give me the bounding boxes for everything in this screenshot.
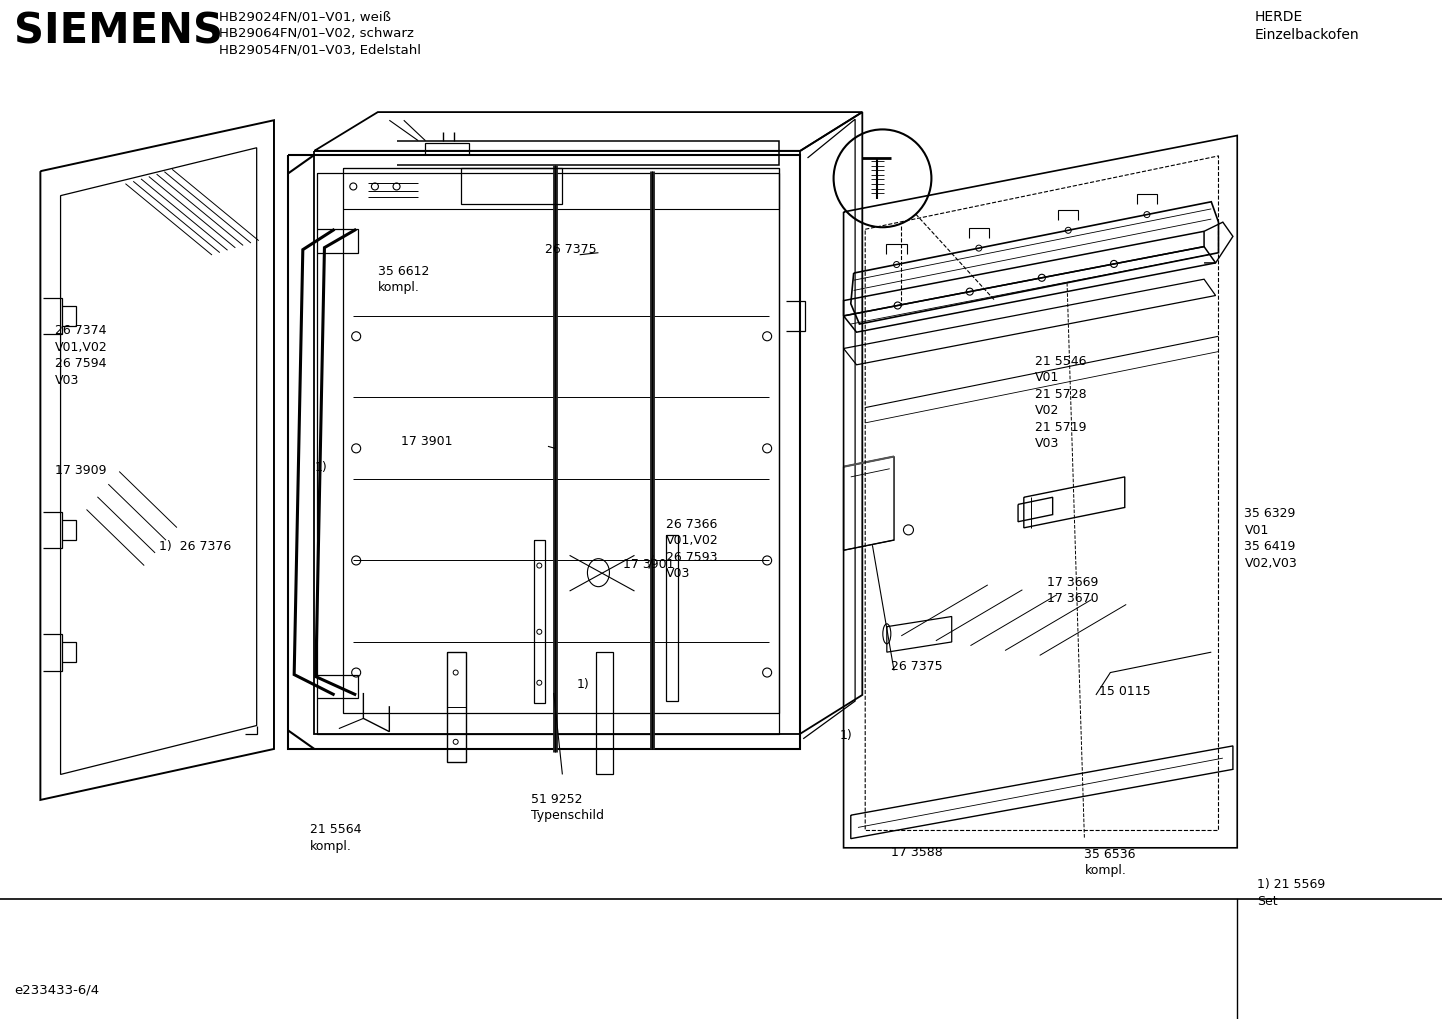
Text: HERDE
Einzelbackofen: HERDE Einzelbackofen — [1255, 10, 1360, 42]
Text: 1)  26 7376: 1) 26 7376 — [159, 540, 231, 553]
Text: 1) 21 5569
Set: 1) 21 5569 Set — [1257, 878, 1325, 908]
Text: 1): 1) — [314, 461, 327, 474]
Text: 17 3901: 17 3901 — [401, 435, 453, 448]
Text: HB29024FN/01–V01, weiß
HB29064FN/01–V02, schwarz
HB29054FN/01–V03, Edelstahl: HB29024FN/01–V01, weiß HB29064FN/01–V02,… — [219, 10, 421, 56]
Text: 17 3588: 17 3588 — [891, 846, 943, 859]
Text: SIEMENS: SIEMENS — [14, 10, 224, 52]
Text: 26 7374
V01,V02
26 7594
V03: 26 7374 V01,V02 26 7594 V03 — [55, 324, 108, 386]
Text: 35 6536
kompl.: 35 6536 kompl. — [1084, 848, 1136, 877]
Text: 26 7375: 26 7375 — [891, 660, 943, 674]
Text: 15 0115: 15 0115 — [1099, 685, 1151, 698]
Text: 1): 1) — [839, 729, 852, 742]
Text: 21 5564
kompl.: 21 5564 kompl. — [310, 823, 362, 853]
Text: 1): 1) — [577, 678, 590, 691]
Text: 21 5546
V01
21 5728
V02
21 5719
V03: 21 5546 V01 21 5728 V02 21 5719 V03 — [1035, 355, 1087, 450]
Text: 17 3669
17 3670: 17 3669 17 3670 — [1047, 576, 1099, 605]
Text: 35 6329
V01
35 6419
V02,V03: 35 6329 V01 35 6419 V02,V03 — [1244, 507, 1298, 570]
Text: 26 7375: 26 7375 — [545, 243, 597, 256]
Text: 17 3909: 17 3909 — [55, 464, 107, 477]
Text: 35 6612
kompl.: 35 6612 kompl. — [378, 265, 430, 294]
Text: 26 7366
V01,V02
26 7593
V03: 26 7366 V01,V02 26 7593 V03 — [666, 518, 720, 580]
Text: 17 3901: 17 3901 — [623, 558, 675, 572]
Text: 51 9252
Typenschild: 51 9252 Typenschild — [531, 793, 604, 822]
Text: e233433‑6/4: e233433‑6/4 — [14, 983, 99, 997]
